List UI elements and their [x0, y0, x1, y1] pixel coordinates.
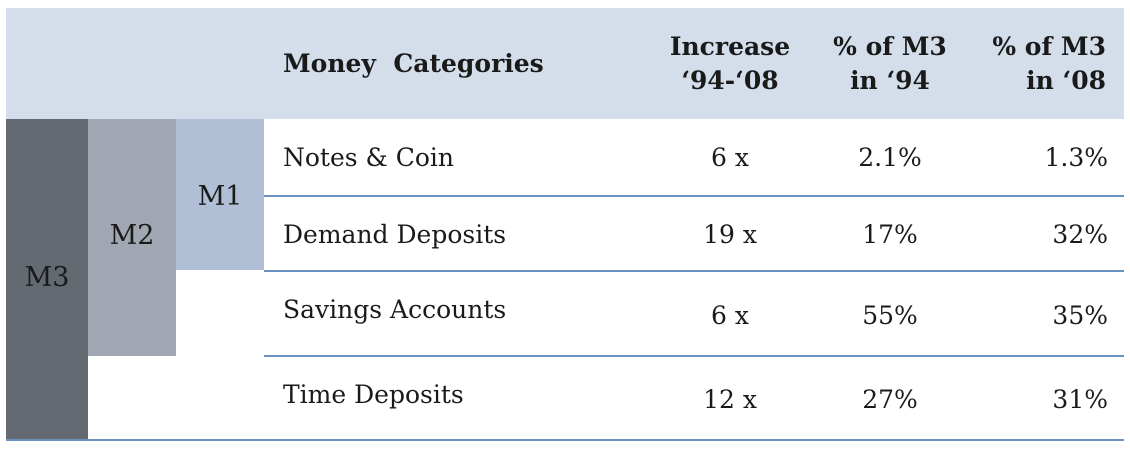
header-pct-m3-94: % of M3 in ‘94	[820, 30, 960, 98]
row-pct08: 1.3%	[1044, 143, 1108, 172]
row-pct08: 32%	[1052, 220, 1108, 249]
header-pct08-line2: in ‘08	[1026, 66, 1106, 95]
table-row: Notes & Coin 6 x 2.1% 1.3%	[264, 119, 1124, 195]
aggregate-bar-m2: M2	[88, 119, 176, 356]
row-category-name: Notes & Coin	[283, 143, 455, 172]
aggregate-label-m2: M2	[109, 220, 155, 251]
row-increase: 19 x	[703, 220, 757, 249]
table-bottom-rule	[6, 439, 1124, 441]
row-divider	[264, 195, 1124, 197]
row-pct94: 55%	[862, 301, 918, 330]
header-money-categories: Money Categories	[283, 49, 544, 78]
aggregate-bar-m3: M3	[6, 119, 88, 440]
aggregate-label-m1: M1	[197, 181, 243, 212]
row-divider	[264, 355, 1124, 357]
row-increase: 6 x	[711, 301, 749, 330]
row-category-name: Time Deposits	[283, 380, 464, 409]
row-pct94: 2.1%	[858, 143, 922, 172]
header-increase-line1: Increase	[669, 32, 791, 61]
row-pct94: 17%	[862, 220, 918, 249]
row-divider	[264, 270, 1124, 272]
header-increase-line2: ‘94-‘08	[681, 66, 779, 95]
header-pct94-line1: % of M3	[833, 32, 947, 61]
row-pct08: 31%	[1052, 385, 1108, 414]
row-pct08: 35%	[1052, 301, 1108, 330]
table-row: Demand Deposits 19 x 17% 32%	[264, 197, 1124, 270]
header-increase: Increase ‘94-‘08	[660, 30, 800, 98]
row-category-name: Savings Accounts	[283, 295, 507, 324]
header-pct-m3-08: % of M3 in ‘08	[992, 30, 1106, 98]
table-row: Savings Accounts 6 x 55% 35%	[264, 272, 1124, 355]
row-category-name: Demand Deposits	[283, 220, 507, 249]
aggregate-bar-m1: M1	[176, 119, 264, 270]
row-pct94: 27%	[862, 385, 918, 414]
aggregate-label-m3: M3	[24, 262, 70, 293]
table-row: Time Deposits 12 x 27% 31%	[264, 357, 1124, 439]
row-increase: 6 x	[711, 143, 749, 172]
table-header-band	[6, 8, 1124, 119]
header-pct94-line2: in ‘94	[850, 66, 930, 95]
header-pct08-line1: % of M3	[992, 32, 1106, 61]
row-increase: 12 x	[703, 385, 757, 414]
